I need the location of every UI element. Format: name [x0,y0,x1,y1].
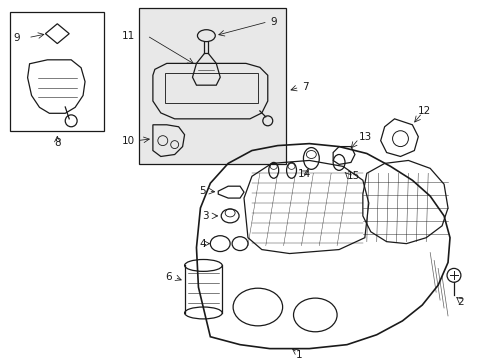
Text: 5: 5 [199,186,205,196]
Text: 4: 4 [199,239,205,249]
Text: 3: 3 [202,211,208,221]
Text: 9: 9 [270,17,277,27]
Text: 6: 6 [165,272,172,282]
Text: 12: 12 [417,106,430,116]
Text: 10: 10 [122,136,135,146]
Text: 15: 15 [346,171,360,181]
Text: 14: 14 [297,169,310,179]
Text: 7: 7 [302,82,308,92]
Text: 11: 11 [122,31,135,41]
Bar [139,8,285,165]
Bar [10,12,104,131]
Text: 2: 2 [457,297,463,307]
Text: 1: 1 [296,350,302,360]
Text: 13: 13 [358,132,371,142]
Text: 9: 9 [13,33,20,42]
Text: 8: 8 [54,138,61,148]
